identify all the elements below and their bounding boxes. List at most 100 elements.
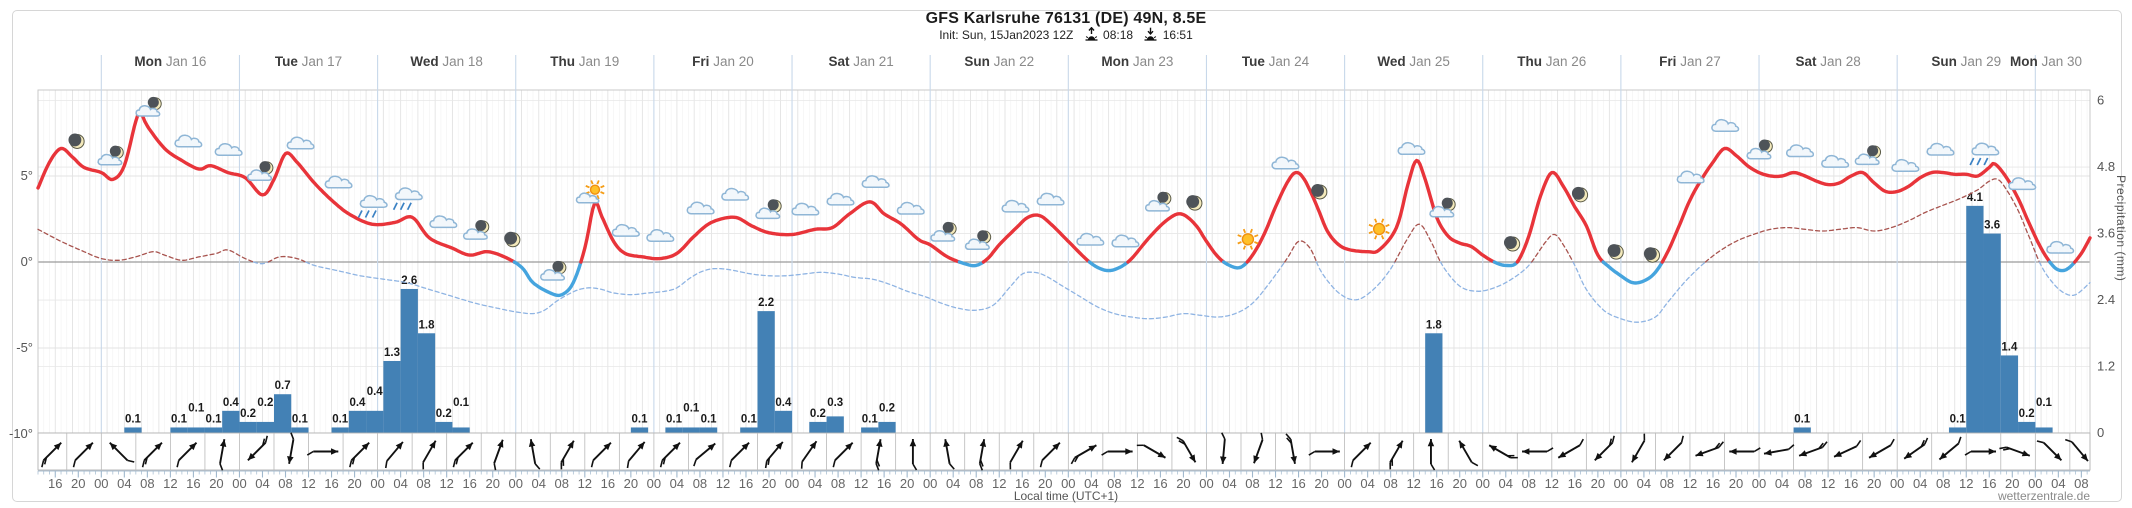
cloud-icon bbox=[1111, 234, 1140, 248]
day-label: Fri Jan 27 bbox=[1659, 54, 1721, 69]
time-tick-label: 20 bbox=[2005, 476, 2019, 491]
precip-value-label: 1.4 bbox=[2001, 341, 2018, 353]
time-tick-label: 00 bbox=[1199, 476, 1213, 491]
time-tick-label: 04 bbox=[1775, 476, 1789, 491]
sun-ray bbox=[1242, 228, 1247, 234]
time-tick-label: 20 bbox=[347, 476, 361, 491]
time-tick-label: 08 bbox=[1245, 476, 1259, 491]
sunrise-icon bbox=[1085, 26, 1098, 44]
precip-value-label: 0.7 bbox=[275, 380, 291, 392]
sun-icon bbox=[1368, 218, 1390, 240]
sun-ray bbox=[1374, 235, 1378, 240]
cloud-icon bbox=[359, 194, 388, 208]
precip-value-label: 0.1 bbox=[2036, 397, 2053, 409]
left-axis-tick: 5° bbox=[21, 168, 33, 183]
wind-arrow bbox=[1903, 437, 1929, 460]
time-tick-label: 04 bbox=[2051, 476, 2065, 491]
time-tick-label: 08 bbox=[693, 476, 707, 491]
time-tick-label: 08 bbox=[969, 476, 983, 491]
wind-arrow bbox=[141, 441, 163, 468]
time-tick-label: 08 bbox=[1798, 476, 1812, 491]
sun-ray bbox=[1374, 218, 1378, 223]
cloud-moon-icon bbox=[1854, 145, 1882, 166]
wind-arrow bbox=[219, 439, 227, 471]
day-label: Thu Jan 19 bbox=[550, 54, 619, 69]
time-tick-label: 20 bbox=[1176, 476, 1190, 491]
time-tick-label: 20 bbox=[209, 476, 223, 491]
wind-arrow bbox=[1101, 448, 1133, 456]
wind-arrow bbox=[1220, 432, 1227, 465]
wind-arrow bbox=[832, 441, 854, 468]
time-tick-label: 08 bbox=[278, 476, 292, 491]
wind-arrow bbox=[1009, 440, 1024, 470]
wind-arrow bbox=[493, 439, 504, 471]
cloud-icon bbox=[721, 187, 750, 201]
rain-streak bbox=[357, 210, 363, 218]
time-tick-label: 12 bbox=[163, 476, 177, 491]
sun-ray bbox=[1380, 235, 1385, 240]
moon-icon bbox=[1643, 247, 1661, 263]
cloud-icon bbox=[826, 192, 855, 206]
rain-streak bbox=[392, 202, 398, 211]
cloud-rain-icon bbox=[1969, 142, 2000, 166]
time-tick-label: 08 bbox=[1660, 476, 1674, 491]
precip-value-label: 0.1 bbox=[206, 413, 223, 425]
precip-value-label: 0.4 bbox=[775, 397, 792, 409]
time-tick-label: 04 bbox=[1637, 476, 1651, 491]
time-tick-label: 12 bbox=[301, 476, 315, 491]
wind-arrow bbox=[1308, 448, 1340, 456]
day-label: Wed Jan 25 bbox=[1377, 54, 1450, 69]
cloud-icon bbox=[1676, 170, 1705, 184]
wind-arrow bbox=[1763, 444, 1795, 456]
moon-icon bbox=[1186, 195, 1203, 211]
cloud-moon-icon bbox=[135, 96, 162, 117]
time-tick-label: 04 bbox=[1222, 476, 1236, 491]
time-tick-label: 08 bbox=[416, 476, 430, 491]
cloud-icon bbox=[286, 136, 315, 150]
right-axis-tick: 2.4 bbox=[2097, 292, 2115, 307]
sun-ray bbox=[590, 180, 594, 185]
cloud-icon bbox=[214, 143, 243, 157]
time-tick-label: 00 bbox=[232, 476, 246, 491]
time-tick-label: 08 bbox=[1936, 476, 1950, 491]
precip-value-label: 0.1 bbox=[188, 402, 205, 414]
time-tick-label: 00 bbox=[370, 476, 384, 491]
cloud-icon bbox=[1891, 158, 1920, 172]
wind-arrow bbox=[1798, 441, 1828, 457]
precip-value-label: 0.2 bbox=[879, 402, 895, 414]
wind-arrow bbox=[1594, 435, 1615, 462]
time-tick-label: 12 bbox=[1545, 476, 1559, 491]
time-tick-label: 00 bbox=[2028, 476, 2042, 491]
day-label: Sun Jan 22 bbox=[964, 54, 1034, 69]
time-tick-label: 12 bbox=[992, 476, 1006, 491]
wind-arrow bbox=[909, 439, 918, 471]
wind-arrow bbox=[349, 441, 370, 468]
rain-streak bbox=[1969, 157, 1975, 166]
sun-ray bbox=[1242, 245, 1247, 250]
sun-ray bbox=[1368, 230, 1374, 235]
rain-streak bbox=[399, 202, 405, 211]
right-axis-tick: 3.6 bbox=[2097, 226, 2115, 241]
wind-arrow bbox=[1389, 440, 1404, 470]
wind-arrow bbox=[1176, 436, 1197, 463]
time-tick-label: 08 bbox=[1522, 476, 1536, 491]
time-tick-label: 04 bbox=[946, 476, 960, 491]
time-tick-label: 08 bbox=[140, 476, 154, 491]
sun-ray bbox=[1254, 241, 1259, 245]
wind-arrow bbox=[728, 441, 750, 468]
cloud-icon bbox=[755, 207, 781, 220]
sun-ray bbox=[596, 194, 600, 200]
cloud-icon bbox=[394, 187, 423, 201]
time-tick-label: 04 bbox=[1913, 476, 1927, 491]
wind-arrow bbox=[1070, 444, 1097, 465]
precip-value-label: 2.6 bbox=[401, 275, 417, 287]
cloud-icon bbox=[930, 230, 956, 242]
cloud-icon bbox=[861, 175, 890, 189]
cloud-moon-icon bbox=[1429, 197, 1456, 218]
wind-arrow bbox=[875, 439, 883, 471]
time-tick-label: 08 bbox=[1383, 476, 1397, 491]
moon-icon bbox=[504, 231, 521, 248]
cloud-icon bbox=[1001, 199, 1030, 213]
cloud-icon bbox=[646, 229, 675, 243]
watermark: wetterzentrale.de bbox=[1997, 489, 2090, 503]
